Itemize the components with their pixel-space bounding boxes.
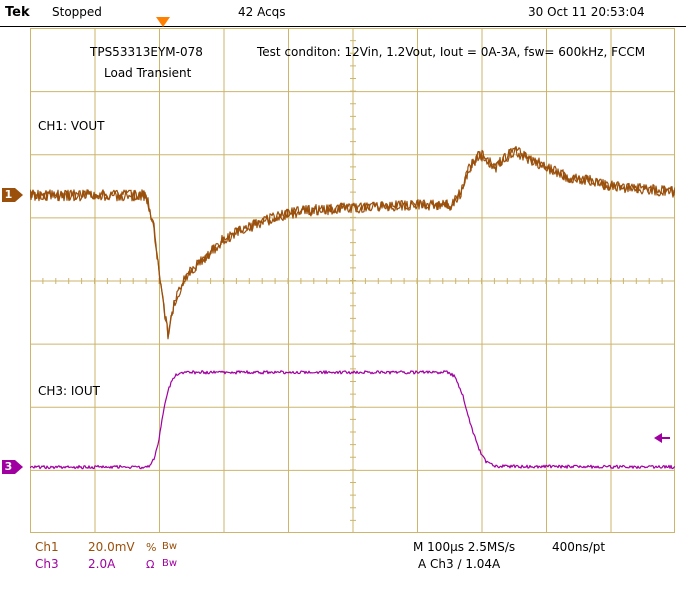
acquisition-count: 42 Acqs (238, 5, 286, 19)
ch3-marker-arrow-icon (15, 460, 23, 475)
acquisition-status: Stopped (52, 5, 102, 19)
ch3-coupling-icon: Ω (146, 558, 155, 571)
ch1-marker-number: 1 (2, 188, 15, 203)
timebase-readout: M 100µs 2.5MS/s (413, 540, 516, 554)
ch1-marker-arrow-icon (15, 188, 23, 203)
header-divider (0, 26, 686, 27)
ch1-trace-label: CH1: VOUT (38, 119, 105, 133)
ch1-scale-readout: 20.0mV (88, 540, 135, 554)
ch1-bandwidth-icon: Bw (162, 541, 178, 552)
trigger-position-marker (155, 17, 170, 27)
ch1-coupling-icon: % (146, 541, 157, 554)
brand-logo: Tek (5, 5, 30, 20)
ch3-trace-label: CH3: IOUT (38, 384, 100, 398)
ch3-marker-number: 3 (2, 460, 15, 475)
ch3-scale-readout: 2.0A (88, 557, 116, 571)
trigger-readout: A Ch3 ∕ 1.04A (418, 557, 501, 571)
device-annotation: TPS53313EYM-078 (90, 45, 203, 59)
ch3-marker: 3 (2, 459, 23, 475)
ch3-trigger-level-arrow-icon (654, 432, 670, 444)
sample-rate-readout: 400ns/pt (552, 540, 606, 554)
ch1-readout-label: Ch1 (35, 540, 59, 554)
test-conditions-annotation: Test conditon: 12Vin, 1.2Vout, Iout = 0A… (257, 45, 646, 59)
test-name-annotation: Load Transient (104, 66, 192, 80)
ch3-bandwidth-icon: Bw (162, 558, 178, 569)
ch1-marker: 1 (2, 187, 23, 203)
datetime-display: 30 Oct 11 20:53:04 (528, 5, 645, 19)
ch3-readout-label: Ch3 (35, 557, 59, 571)
